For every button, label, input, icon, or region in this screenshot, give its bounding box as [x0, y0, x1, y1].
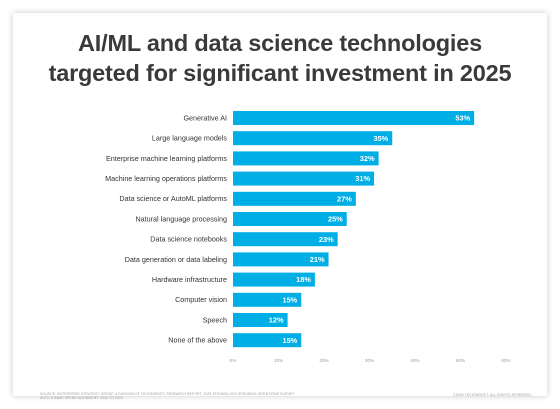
bar	[233, 292, 302, 307]
bar	[233, 151, 379, 166]
value-label: 35%	[373, 134, 388, 143]
x-tick-label: 40%	[410, 358, 419, 363]
value-label: 21%	[310, 255, 325, 264]
x-tick-label: 50%	[456, 358, 465, 363]
source-line-1: SOURCE: ENTERPRISE STRATEGY GROUP, A DIV…	[40, 392, 295, 396]
bar	[233, 252, 329, 267]
copyright-note: ©2025 TECHTARGET. ALL RIGHTS RESERVED.	[453, 393, 532, 397]
category-label: Generative AI	[183, 113, 227, 122]
value-label: 18%	[296, 275, 311, 284]
category-label: Data generation or data labeling	[125, 255, 227, 264]
category-label: Large language models	[152, 134, 228, 143]
x-axis: 0% 10% 20% 30% 40% 50% 60%	[230, 358, 511, 363]
x-tick-label: 60%	[501, 358, 510, 363]
bar	[233, 232, 338, 247]
value-label: 25%	[328, 215, 343, 224]
chart-title-line-1: AI/ML and data science technologies	[78, 30, 482, 56]
category-label: Speech	[203, 315, 227, 324]
bar	[233, 272, 315, 287]
value-label: 15%	[282, 295, 297, 304]
category-label: None of the above	[168, 336, 227, 345]
value-label: 23%	[319, 235, 334, 244]
value-label: 53%	[455, 114, 470, 123]
value-label: 32%	[360, 154, 375, 163]
bar	[233, 111, 475, 125]
value-label: 31%	[355, 174, 370, 183]
x-tick-label: 0%	[230, 358, 237, 363]
bars-layer: Generative AI 53% Large language models 35%…	[105, 111, 475, 348]
bar	[233, 191, 356, 206]
chart-title-line-2: targeted for significant investment in 2…	[48, 60, 512, 86]
bar	[233, 131, 393, 146]
value-label: 15%	[282, 336, 297, 345]
category-label: Hardware infrastructure	[152, 275, 227, 284]
value-label: 12%	[269, 316, 284, 325]
value-label: 27%	[337, 194, 352, 203]
category-label: Data science notebooks	[150, 235, 227, 244]
x-tick-label: 30%	[365, 358, 374, 363]
source-note: SOURCE: ENTERPRISE STRATEGY GROUP, A DIV…	[40, 392, 300, 401]
x-tick-label: 20%	[319, 358, 328, 363]
x-tick-label: 10%	[274, 358, 283, 363]
source-line-2: AUTO & BASE SPEND ALIGNMENT: 2024 TO 202…	[40, 396, 123, 401]
bar	[233, 212, 347, 226]
bar	[233, 313, 288, 327]
chart-title: AI/ML and data science technologies targ…	[0, 28, 560, 88]
bar	[233, 171, 375, 186]
category-label: Data science or AutoML platforms	[119, 194, 227, 203]
category-label: Machine learning operations platforms	[105, 174, 227, 183]
category-label: Computer vision	[175, 295, 227, 304]
category-label: Enterprise machine learning platforms	[106, 154, 227, 163]
bar	[233, 333, 302, 348]
category-label: Natural language processing	[135, 214, 227, 223]
